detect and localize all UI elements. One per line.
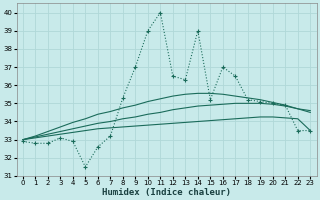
X-axis label: Humidex (Indice chaleur): Humidex (Indice chaleur)	[102, 188, 231, 197]
